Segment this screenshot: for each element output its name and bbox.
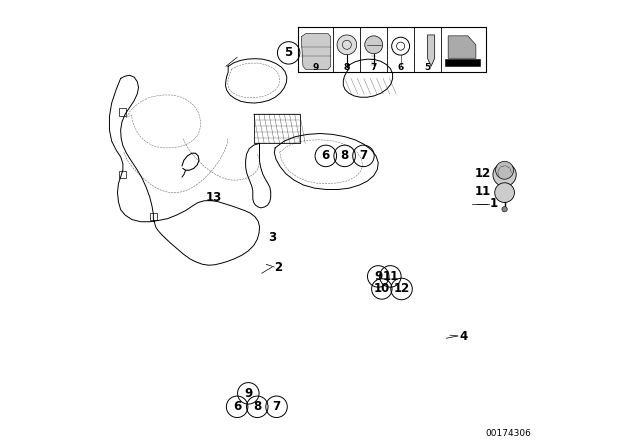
Circle shape (493, 163, 516, 186)
Text: 9: 9 (312, 63, 319, 72)
Polygon shape (428, 35, 435, 66)
Text: 11: 11 (382, 270, 399, 283)
Text: 8: 8 (253, 400, 261, 414)
Text: 8: 8 (344, 63, 350, 72)
Bar (119, 108, 127, 116)
Text: 6: 6 (322, 149, 330, 163)
Circle shape (365, 36, 383, 54)
Circle shape (495, 161, 513, 179)
Text: 12: 12 (475, 167, 491, 181)
Text: 2: 2 (275, 260, 282, 274)
Polygon shape (448, 36, 476, 58)
Text: 8: 8 (340, 149, 349, 163)
Circle shape (337, 35, 356, 55)
Circle shape (495, 183, 515, 202)
Bar (119, 171, 127, 178)
Text: 00174306: 00174306 (486, 429, 531, 438)
Text: 6: 6 (233, 400, 241, 414)
Text: 5: 5 (285, 46, 292, 60)
Text: 1: 1 (490, 197, 497, 211)
Text: 7: 7 (360, 149, 367, 163)
Bar (150, 213, 157, 220)
Polygon shape (445, 59, 481, 66)
Text: 10: 10 (374, 282, 390, 296)
Text: 9: 9 (244, 387, 252, 400)
Text: 5: 5 (424, 63, 431, 72)
Text: 3: 3 (268, 231, 276, 244)
Text: 6: 6 (397, 63, 404, 72)
Text: 7: 7 (371, 63, 377, 72)
Polygon shape (301, 34, 331, 69)
Text: 11: 11 (475, 185, 491, 198)
Text: 13: 13 (205, 190, 222, 204)
Circle shape (502, 207, 508, 212)
Text: 12: 12 (394, 282, 410, 296)
Text: 9: 9 (374, 270, 382, 283)
Text: 7: 7 (273, 400, 280, 414)
Text: 4: 4 (460, 329, 468, 343)
